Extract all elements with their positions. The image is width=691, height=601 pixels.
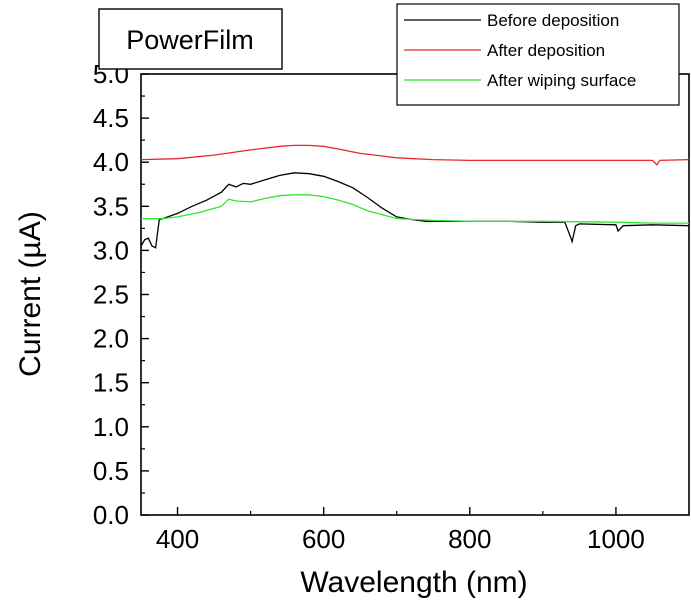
legend-label: Before deposition — [487, 11, 619, 30]
y-tick-label: 1.0 — [93, 412, 129, 442]
x-tick-label: 600 — [302, 524, 345, 554]
x-axis-label: Wavelength (nm) — [300, 566, 527, 599]
y-tick-label: 4.0 — [93, 147, 129, 177]
y-tick-label: 2.5 — [93, 280, 129, 310]
series-line-0 — [140, 172, 690, 249]
series-line-2 — [141, 194, 689, 224]
title-frame — [98, 8, 283, 70]
series-layer — [140, 144, 690, 249]
legend-items: Before deposition After deposition After w… — [404, 11, 636, 90]
legend: Before deposition After deposition After w… — [396, 3, 680, 106]
x-tick-label: 1000 — [587, 524, 645, 554]
y-tick-label: 4.5 — [93, 103, 129, 133]
x-tick-label: 400 — [156, 524, 199, 554]
y-axis-label: Current (µA) — [14, 211, 47, 377]
legend-label: After wiping surface — [487, 71, 636, 90]
ticks-layer: 400 600 800 1000 0.0 0.5 1.0 1.5 2.0 2.5 3.0 3.5 4.0… — [93, 59, 645, 554]
y-tick-label: 2.0 — [93, 324, 129, 354]
title-box: PowerFilm — [98, 8, 283, 70]
y-tick-label: 0.5 — [93, 456, 129, 486]
plot-frame — [140, 73, 690, 516]
y-tick-label: 3.5 — [93, 191, 129, 221]
chart-title: PowerFilm — [126, 25, 254, 55]
legend-frame — [396, 3, 680, 106]
series-line-1 — [140, 144, 690, 166]
y-tick-label: 3.0 — [93, 235, 129, 265]
y-tick-label: 0.0 — [93, 500, 129, 530]
y-tick-label: 1.5 — [93, 368, 129, 398]
x-tick-label: 800 — [448, 524, 491, 554]
legend-label: After deposition — [487, 41, 605, 60]
